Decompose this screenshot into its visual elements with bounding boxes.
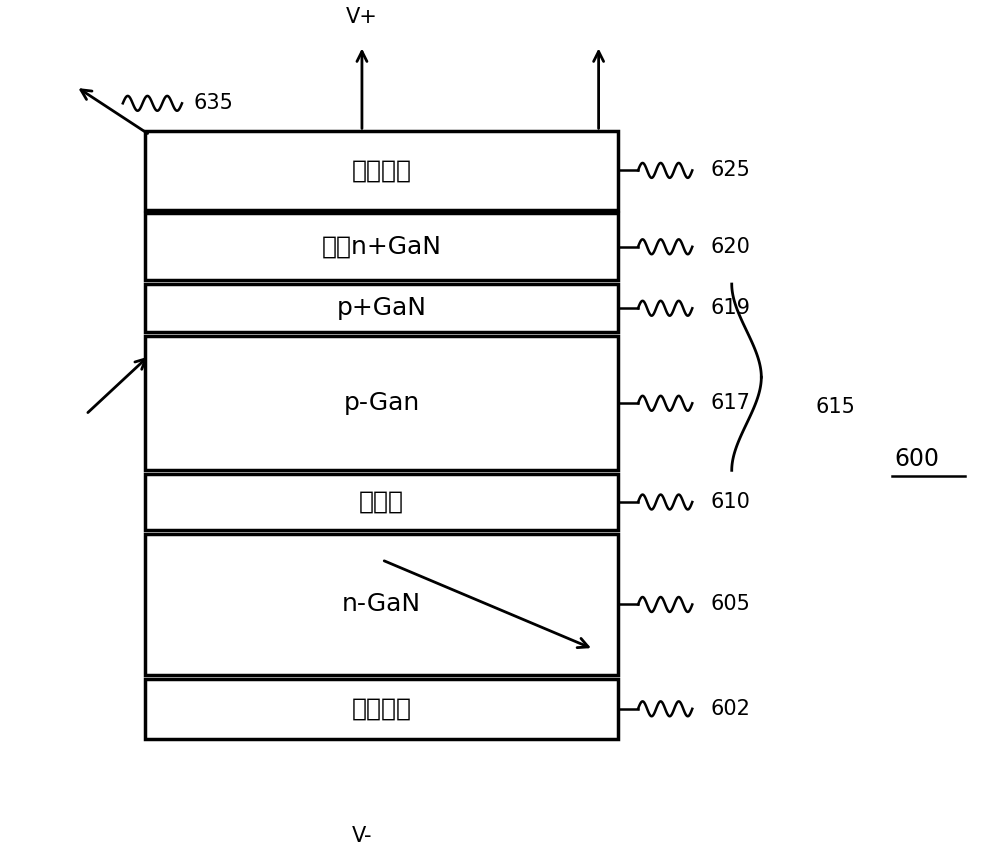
Bar: [145, 131, 618, 210]
Text: 600: 600: [894, 448, 939, 471]
Bar: [145, 284, 618, 332]
Text: 605: 605: [710, 595, 750, 614]
Text: 615: 615: [816, 397, 855, 417]
Bar: [145, 679, 618, 739]
Text: 隙道n+GaN: 隙道n+GaN: [322, 235, 442, 259]
Text: 625: 625: [710, 161, 750, 180]
Text: 阴极电极: 阴极电极: [352, 697, 412, 721]
Text: 617: 617: [710, 393, 750, 414]
Text: p-Gan: p-Gan: [344, 391, 420, 415]
Text: 635: 635: [194, 93, 234, 113]
Text: 620: 620: [710, 237, 750, 257]
Bar: [145, 213, 618, 280]
Text: 610: 610: [710, 492, 750, 512]
Text: 602: 602: [710, 699, 750, 719]
Text: 619: 619: [710, 299, 750, 318]
Text: p+GaN: p+GaN: [337, 296, 427, 321]
Text: 有源层: 有源层: [359, 490, 404, 514]
Bar: [145, 336, 618, 470]
Bar: [145, 534, 618, 675]
Text: 阳极电极: 阳极电极: [352, 158, 412, 183]
Bar: [145, 474, 618, 530]
Text: V-: V-: [352, 826, 372, 846]
Text: n-GaN: n-GaN: [342, 592, 421, 617]
Text: V+: V+: [346, 7, 378, 27]
